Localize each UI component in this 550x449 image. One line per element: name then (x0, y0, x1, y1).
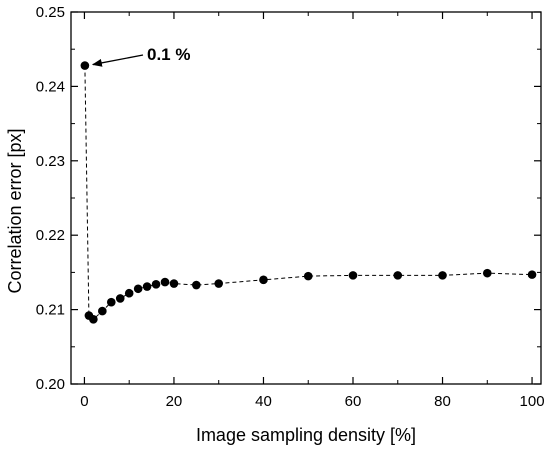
data-point (482, 268, 492, 278)
y-axis-title: Correlation error [px] (5, 128, 25, 293)
x-tick-label: 20 (166, 393, 183, 410)
plot-frame (70, 11, 542, 385)
plot-border (70, 11, 542, 385)
data-point (124, 288, 134, 298)
data-point (214, 279, 224, 288)
axis-ticks (71, 11, 541, 385)
annotation-arrow (91, 54, 144, 67)
x-tick-label: 40 (255, 393, 272, 410)
axis-tick-labels: 0 20 40 60 80 100 0.20 0.21 0.22 0.23 0.24 0.25 (36, 4, 545, 410)
data-point (527, 270, 537, 279)
data-point (133, 284, 143, 294)
annotations: 0.1 % (91, 45, 190, 67)
x-axis-title: Image sampling density [%] (196, 425, 416, 445)
y-tick-label: 0.25 (36, 4, 65, 21)
y-tick-label: 0.23 (36, 153, 65, 170)
series-line (84, 65, 533, 320)
annotation-label: 0.1 % (147, 45, 190, 64)
data-point (438, 271, 447, 280)
data-point (192, 280, 201, 290)
y-tick-label: 0.24 (36, 78, 65, 95)
data-point (169, 279, 179, 288)
data-point (259, 275, 268, 285)
data-point (115, 294, 125, 303)
series (80, 61, 537, 324)
data-point (142, 282, 152, 291)
x-tick-label: 60 (345, 393, 362, 410)
x-tick-label: 0 (80, 393, 88, 410)
data-point (151, 280, 161, 289)
data-point (98, 306, 107, 316)
y-tick-label: 0.22 (36, 227, 65, 244)
data-point (160, 277, 170, 287)
x-tick-label: 80 (434, 393, 451, 410)
data-point (89, 314, 98, 324)
data-point (348, 271, 358, 280)
data-point (80, 61, 90, 70)
x-tick-label: 100 (520, 393, 545, 410)
y-tick-label: 0.21 (36, 302, 65, 319)
y-tick-label: 0.20 (36, 376, 65, 393)
data-point (106, 297, 116, 307)
data-point (303, 271, 313, 281)
data-point (393, 271, 403, 280)
